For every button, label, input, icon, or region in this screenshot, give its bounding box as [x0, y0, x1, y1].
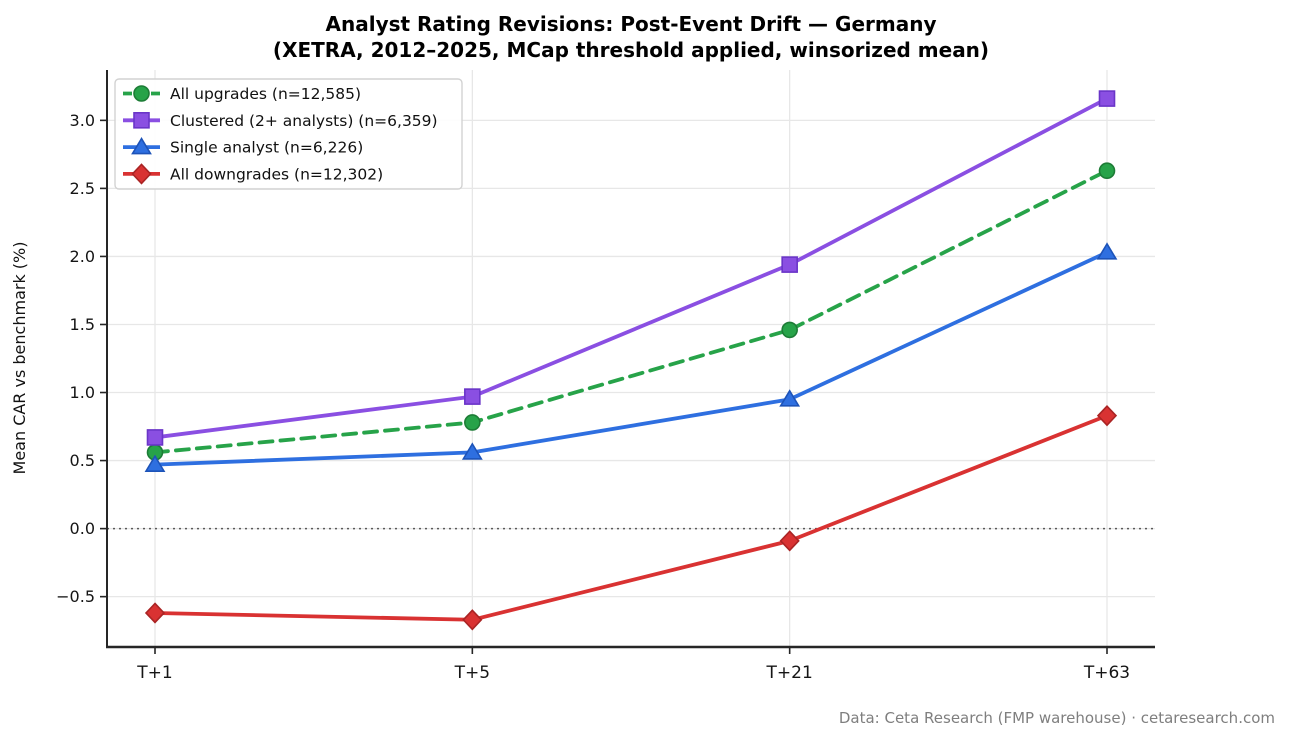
square-marker-icon [781, 256, 798, 273]
triangle-marker-icon [144, 454, 166, 472]
series-all-downgrades [144, 404, 1118, 631]
legend: All upgrades (n=12,585) Clustered (2+ ana… [114, 78, 463, 190]
diamond-marker-icon [462, 609, 483, 631]
series-line [153, 413, 1109, 622]
y-axis-label: Mean CAR vs benchmark (%) [10, 242, 29, 475]
legend-label: Clustered (2+ analysts) (n=6,359) [170, 112, 438, 130]
y-tick-label: −0.5 [56, 587, 95, 606]
circle-marker-icon [1098, 162, 1116, 180]
legend-box [114, 78, 463, 190]
square-marker-icon [146, 429, 164, 446]
y-tick-label: 0.0 [70, 519, 95, 538]
y-tick-label: 0.5 [70, 451, 95, 470]
diamond-marker-icon [1096, 404, 1118, 427]
triangle-marker-icon [779, 389, 801, 407]
square-marker-icon [133, 112, 150, 129]
data-source-credit: Data: Ceta Research (FMP warehouse) · ce… [839, 709, 1275, 727]
circle-marker-icon [133, 85, 150, 102]
legend-label: All downgrades (n=12,302) [170, 165, 383, 183]
series-line [153, 250, 1109, 467]
series-clustered [146, 90, 1116, 446]
triangle-marker-icon [461, 442, 483, 460]
legend-label: Single analyst (n=6,226) [170, 139, 363, 157]
x-tick-label: T+21 [766, 663, 813, 683]
legend-item-single-analyst: Single analyst (n=6,226) [123, 137, 363, 157]
x-tick-label: T+63 [1083, 663, 1130, 683]
diamond-marker-icon [779, 530, 800, 552]
legend-label: All upgrades (n=12,585) [170, 85, 361, 103]
x-tick-label: T+5 [454, 663, 490, 683]
legend-item-all-upgrades: All upgrades (n=12,585) [123, 85, 361, 103]
diamond-marker-icon [144, 602, 166, 624]
triangle-marker-icon [131, 137, 152, 155]
y-tick-label: 2.5 [70, 179, 95, 198]
series-line [153, 168, 1109, 455]
legend-item-clustered: Clustered (2+ analysts) (n=6,359) [123, 112, 438, 130]
legend-item-all-downgrades: All downgrades (n=12,302) [123, 163, 383, 185]
square-marker-icon [464, 388, 481, 405]
chart-title-line1: Analyst Rating Revisions: Post-Event Dri… [326, 12, 937, 36]
diamond-marker-icon [131, 163, 152, 185]
circle-marker-icon [781, 321, 798, 339]
x-tick-label: T+1 [136, 663, 172, 683]
y-tick-label: 1.5 [70, 315, 95, 334]
square-marker-icon [1098, 90, 1116, 107]
series-single-analyst [144, 242, 1118, 472]
plot-area: 3.0 2.5 2.0 1.5 1.0 0.5 0.0 −0.5 T+1 T+5 T+21 T+63 A… [56, 70, 1155, 683]
y-tick-label: 2.0 [70, 247, 95, 266]
triangle-marker-icon [1096, 242, 1118, 260]
chart-title-line2: (XETRA, 2012–2025, MCap threshold applie… [273, 38, 989, 62]
series-line [153, 96, 1109, 440]
y-tick-label: 1.0 [70, 383, 95, 402]
series-all-upgrades [146, 162, 1116, 461]
circle-marker-icon [464, 414, 481, 431]
y-tick-label: 3.0 [70, 111, 95, 130]
